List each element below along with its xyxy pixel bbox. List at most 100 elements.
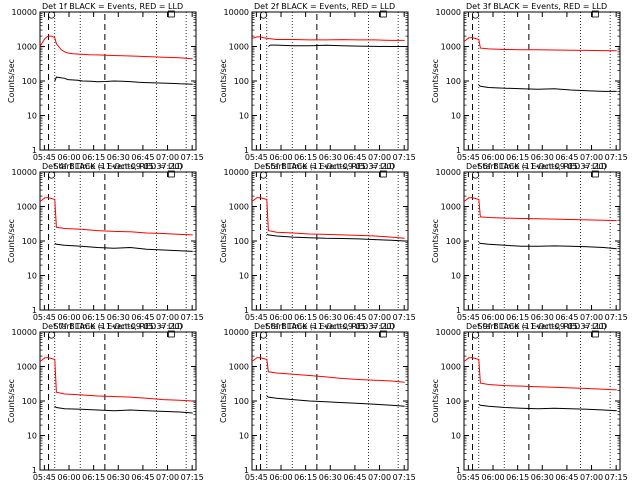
- x-tick-label: 05:45: [457, 473, 480, 480]
- y-tick-label: 100: [446, 237, 461, 246]
- x-tick-label: 07:15: [181, 473, 204, 480]
- panel-det-9: Det 9f BLACK = Events, RED = LLD 1 10 100 10…: [431, 322, 628, 480]
- series-line-events: [268, 44, 405, 47]
- y-tick-label: 10000: [12, 168, 37, 177]
- x-tick-label: 05:45: [33, 473, 56, 480]
- x-tick-label: 06:30: [107, 473, 130, 480]
- x-tick-label: 07:15: [181, 313, 204, 322]
- x-tick-label: 06:45: [343, 153, 366, 162]
- y-tick-label: 1000: [441, 363, 461, 372]
- series-line-events: [478, 84, 617, 92]
- x-tick-label: 07:00: [580, 473, 603, 480]
- y-axis-label: Counts/sec: [219, 59, 228, 103]
- y-tick-label: 1: [32, 146, 37, 155]
- box-marker: [379, 170, 387, 178]
- x-tick-label: 06:30: [107, 153, 130, 162]
- x-tick-label: 06:00: [269, 473, 292, 480]
- series-line-events: [478, 403, 617, 412]
- y-tick-label: 10000: [12, 8, 37, 17]
- panel-det-2: Det 2f BLACK = Events, RED = LLD 1 10 100 10…: [219, 2, 416, 171]
- x-tick-label: 06:45: [343, 313, 366, 322]
- series-line-events: [478, 242, 617, 250]
- panel-title: Det 6f BLACK = Events, RED = LLD: [466, 162, 607, 171]
- x-tick-label: 06:30: [319, 153, 342, 162]
- saa-marker: [259, 331, 268, 339]
- y-tick-label: 10: [239, 112, 249, 121]
- y-tick-label: 100: [22, 237, 37, 246]
- x-tick-label: 06:45: [131, 313, 154, 322]
- box-marker: [167, 10, 175, 18]
- y-tick-label: 10000: [436, 328, 461, 337]
- y-tick-label: 1000: [17, 363, 37, 372]
- box-marker: [167, 330, 175, 338]
- x-tick-label: 07:00: [368, 473, 391, 480]
- y-tick-label: 1000: [229, 363, 249, 372]
- x-tick-label: 06:15: [294, 473, 317, 480]
- panel-det-3: Det 3f BLACK = Events, RED = LLD 1 10 100 10…: [431, 2, 628, 171]
- x-tick-label: 06:00: [57, 473, 80, 480]
- x-tick-label: 06:30: [319, 473, 342, 480]
- series-line-lld: [463, 197, 617, 222]
- x-tick-label: 07:15: [605, 153, 628, 162]
- x-axis-label: Start Time (11-Oct-09 05:37:20): [265, 322, 394, 331]
- x-tick-label: 06:45: [555, 153, 578, 162]
- x-tick-label: 07:15: [605, 473, 628, 480]
- y-axis-label: Counts/sec: [7, 59, 16, 103]
- saa-marker: [471, 171, 480, 179]
- y-tick-label: 10: [27, 432, 37, 441]
- y-tick-label: 100: [22, 397, 37, 406]
- y-tick-label: 10000: [12, 328, 37, 337]
- plot-frame: [463, 11, 621, 151]
- x-tick-label: 05:45: [457, 313, 480, 322]
- y-axis-label: Counts/sec: [7, 219, 16, 263]
- series-line-events: [54, 242, 193, 252]
- x-tick-label: 06:15: [294, 313, 317, 322]
- series-line-events: [266, 395, 405, 407]
- series-line-events: [54, 76, 193, 85]
- series-line-lld: [463, 357, 617, 391]
- panel-title: Det 1f BLACK = Events, RED = LLD: [42, 2, 183, 11]
- x-tick-label: 07:00: [156, 473, 179, 480]
- saa-marker: [259, 11, 268, 19]
- x-axis-label: Start Time (11-Oct-09 05:37:20): [477, 162, 606, 171]
- x-tick-label: 07:00: [156, 313, 179, 322]
- x-tick-label: 07:15: [181, 153, 204, 162]
- x-tick-label: 06:45: [131, 153, 154, 162]
- y-tick-label: 1000: [17, 203, 37, 212]
- x-tick-label: 06:15: [506, 313, 529, 322]
- y-tick-label: 10: [239, 272, 249, 281]
- panel-title: Det 2f BLACK = Events, RED = LLD: [254, 2, 395, 11]
- x-tick-label: 06:15: [506, 473, 529, 480]
- x-tick-label: 05:45: [245, 153, 268, 162]
- x-tick-label: 07:00: [368, 313, 391, 322]
- x-tick-label: 06:15: [506, 153, 529, 162]
- saa-marker: [47, 171, 56, 179]
- x-tick-label: 06:15: [82, 313, 105, 322]
- y-tick-label: 1: [456, 146, 461, 155]
- y-tick-label: 1: [456, 306, 461, 315]
- x-tick-label: 07:15: [393, 153, 416, 162]
- panel-det-7: Det 7f BLACK = Events, RED = LLD 1 10 100 10…: [7, 322, 204, 480]
- y-tick-label: 100: [234, 237, 249, 246]
- x-tick-label: 07:00: [580, 313, 603, 322]
- series-line-events: [54, 405, 193, 414]
- y-tick-label: 1000: [441, 43, 461, 52]
- y-tick-label: 10: [27, 272, 37, 281]
- x-axis-label: Start Time (11-Oct-09 05:37:20): [53, 322, 182, 331]
- x-tick-label: 06:00: [269, 313, 292, 322]
- panel-title: Det 5f BLACK = Events, RED = LLD: [254, 162, 395, 171]
- y-tick-label: 100: [234, 397, 249, 406]
- y-tick-label: 10: [451, 112, 461, 121]
- x-tick-label: 07:00: [580, 153, 603, 162]
- x-tick-label: 06:00: [481, 153, 504, 162]
- y-tick-label: 10: [27, 112, 37, 121]
- panel-title: Det 8f BLACK = Events, RED = LLD: [254, 322, 395, 331]
- panel-title: Det 3f BLACK = Events, RED = LLD: [466, 2, 607, 11]
- x-tick-label: 06:30: [107, 313, 130, 322]
- panel-title: Det 9f BLACK = Events, RED = LLD: [466, 322, 607, 331]
- saa-marker: [471, 331, 480, 339]
- x-tick-label: 05:45: [33, 153, 56, 162]
- x-tick-label: 06:45: [343, 473, 366, 480]
- x-tick-label: 06:15: [82, 473, 105, 480]
